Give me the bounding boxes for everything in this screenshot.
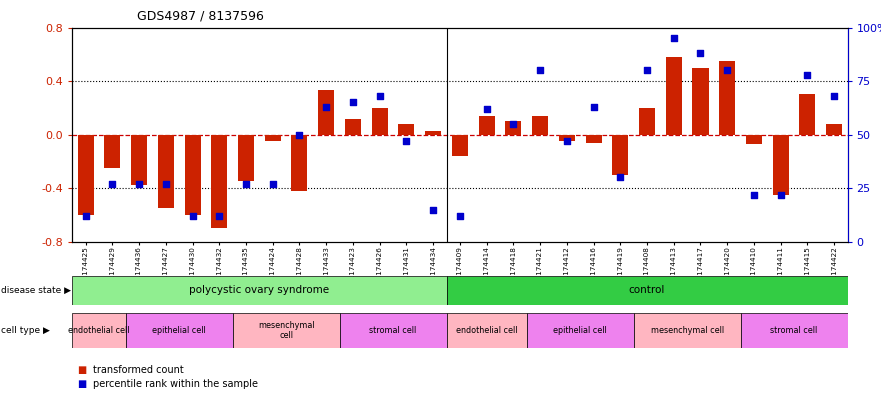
- Bar: [527, 313, 633, 348]
- Point: [266, 181, 280, 187]
- Text: mesenchymal cell: mesenchymal cell: [650, 326, 723, 335]
- Bar: [233, 313, 339, 348]
- Text: stromal cell: stromal cell: [369, 326, 417, 335]
- Text: percentile rank within the sample: percentile rank within the sample: [93, 379, 257, 389]
- Bar: [633, 313, 741, 348]
- Text: endothelial cell: endothelial cell: [455, 326, 517, 335]
- Point: [667, 35, 681, 41]
- Bar: [292, 134, 307, 191]
- Bar: [826, 124, 842, 134]
- Bar: [264, 134, 281, 141]
- Bar: [184, 134, 201, 215]
- Bar: [506, 121, 522, 134]
- Bar: [126, 313, 233, 348]
- Point: [479, 106, 493, 112]
- Point: [774, 191, 788, 198]
- Point: [212, 213, 226, 219]
- Bar: [398, 124, 414, 134]
- Bar: [447, 276, 848, 305]
- Bar: [532, 116, 548, 134]
- Bar: [612, 134, 628, 175]
- Point: [399, 138, 413, 144]
- Point: [106, 181, 120, 187]
- Point: [319, 104, 333, 110]
- Bar: [799, 94, 816, 134]
- Bar: [238, 134, 254, 182]
- Point: [132, 181, 146, 187]
- Text: transformed count: transformed count: [93, 365, 183, 375]
- Text: mesenchymal
cell: mesenchymal cell: [258, 321, 315, 340]
- Text: polycystic ovary syndrome: polycystic ovary syndrome: [189, 285, 329, 296]
- Point: [186, 213, 200, 219]
- Bar: [773, 134, 788, 195]
- Bar: [345, 119, 361, 134]
- Text: ■: ■: [77, 365, 85, 375]
- Bar: [692, 68, 708, 134]
- Bar: [666, 57, 682, 134]
- Text: stromal cell: stromal cell: [770, 326, 818, 335]
- Point: [373, 93, 387, 99]
- Bar: [452, 134, 468, 156]
- Bar: [72, 276, 447, 305]
- Text: epithelial cell: epithelial cell: [152, 326, 206, 335]
- Point: [720, 67, 734, 73]
- Bar: [78, 134, 93, 215]
- Point: [533, 67, 547, 73]
- Point: [507, 121, 521, 127]
- Bar: [447, 313, 527, 348]
- Point: [239, 181, 253, 187]
- Point: [613, 174, 627, 180]
- Point: [827, 93, 841, 99]
- Bar: [72, 313, 126, 348]
- Bar: [746, 134, 762, 144]
- Bar: [104, 134, 121, 168]
- Bar: [478, 116, 494, 134]
- Point: [78, 213, 93, 219]
- Bar: [158, 134, 174, 208]
- Point: [693, 50, 707, 56]
- Point: [346, 99, 360, 106]
- Text: control: control: [629, 285, 665, 296]
- Bar: [318, 90, 334, 134]
- Point: [453, 213, 467, 219]
- Point: [747, 191, 761, 198]
- Bar: [639, 108, 655, 134]
- Bar: [719, 61, 736, 134]
- Bar: [586, 134, 602, 143]
- Point: [640, 67, 654, 73]
- Text: endothelial cell: endothelial cell: [68, 326, 130, 335]
- Point: [159, 181, 173, 187]
- Bar: [211, 134, 227, 228]
- Text: epithelial cell: epithelial cell: [553, 326, 607, 335]
- Point: [292, 131, 307, 138]
- Point: [800, 72, 814, 78]
- Text: ■: ■: [77, 379, 85, 389]
- Bar: [339, 313, 447, 348]
- Bar: [426, 130, 441, 134]
- Bar: [559, 134, 574, 141]
- Point: [426, 206, 440, 213]
- Text: GDS4987 / 8137596: GDS4987 / 8137596: [137, 10, 263, 23]
- Point: [587, 104, 601, 110]
- Text: cell type ▶: cell type ▶: [1, 326, 49, 335]
- Bar: [741, 313, 848, 348]
- Bar: [131, 134, 147, 185]
- Text: disease state ▶: disease state ▶: [1, 286, 70, 295]
- Bar: [372, 108, 388, 134]
- Point: [559, 138, 574, 144]
